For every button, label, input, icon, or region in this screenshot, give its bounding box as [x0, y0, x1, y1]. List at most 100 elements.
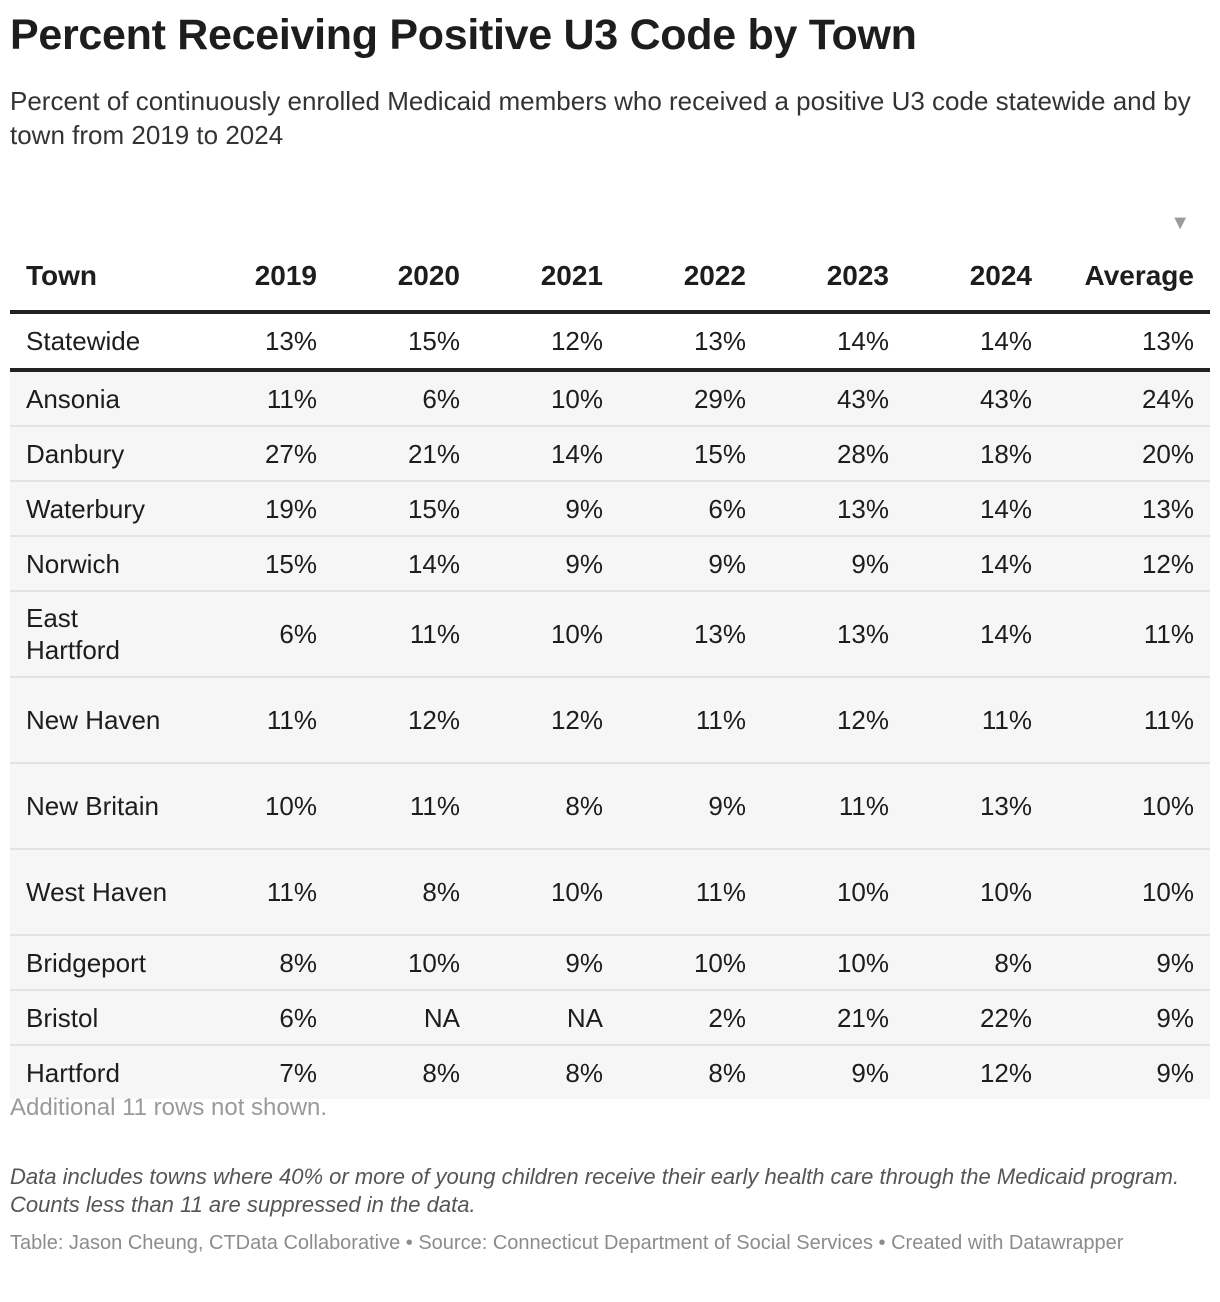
- column-header-2024[interactable]: 2024: [905, 230, 1048, 314]
- value-cell: 27%: [190, 426, 333, 482]
- value-cell: 15%: [333, 481, 476, 537]
- column-header-average[interactable]: Average: [1048, 230, 1210, 314]
- town-cell: Hartford: [10, 1045, 190, 1099]
- value-cell: 13%: [1048, 481, 1210, 537]
- value-cell: 9%: [476, 536, 619, 592]
- town-cell: Bridgeport: [10, 935, 190, 991]
- table-row: Hartford 7% 8% 8% 8% 9% 12% 9%: [10, 1045, 1210, 1099]
- header-row: Town 2019 2020 2021 2022 2023 2024 Average: [10, 230, 1210, 314]
- value-cell: 11%: [333, 763, 476, 850]
- value-cell: 10%: [619, 935, 762, 991]
- value-cell: 10%: [476, 370, 619, 427]
- value-cell: 12%: [762, 677, 905, 764]
- value-cell: 11%: [762, 763, 905, 850]
- column-header-town[interactable]: Town: [10, 230, 190, 314]
- value-cell: 10%: [1048, 849, 1210, 936]
- value-cell: 13%: [190, 312, 333, 372]
- value-cell: 6%: [619, 481, 762, 537]
- value-cell: 43%: [905, 370, 1048, 427]
- table-row: Waterbury 19% 15% 9% 6% 13% 14% 13%: [10, 481, 1210, 537]
- column-header-2023[interactable]: 2023: [762, 230, 905, 314]
- value-cell: 9%: [1048, 935, 1210, 991]
- column-header-2021[interactable]: 2021: [476, 230, 619, 314]
- town-cell: East Hartford: [10, 591, 190, 678]
- table-row: New Haven 11% 12% 12% 11% 12% 11% 11%: [10, 677, 1210, 764]
- value-cell: 13%: [1048, 312, 1210, 372]
- table-row: East Hartford 6% 11% 10% 13% 13% 14% 11%: [10, 591, 1210, 678]
- value-cell: 11%: [190, 370, 333, 427]
- byline: Table: Jason Cheung, CTData Collaborativ…: [10, 1232, 1124, 1254]
- value-cell: 11%: [333, 591, 476, 678]
- value-cell: 6%: [190, 591, 333, 678]
- value-cell: 10%: [762, 935, 905, 991]
- value-cell: 15%: [333, 312, 476, 372]
- value-cell: 9%: [1048, 990, 1210, 1046]
- value-cell: 10%: [762, 849, 905, 936]
- table-row: Ansonia 11% 6% 10% 29% 43% 43% 24%: [10, 370, 1210, 427]
- value-cell: 14%: [905, 536, 1048, 592]
- value-cell: 14%: [905, 312, 1048, 372]
- value-cell: 21%: [762, 990, 905, 1046]
- value-cell: 9%: [1048, 1045, 1210, 1099]
- town-cell: Danbury: [10, 426, 190, 482]
- column-header-2022[interactable]: 2022: [619, 230, 762, 314]
- table-row: Norwich 15% 14% 9% 9% 9% 14% 12%: [10, 536, 1210, 592]
- value-cell: 20%: [1048, 426, 1210, 482]
- value-cell: 11%: [190, 677, 333, 764]
- value-cell: 9%: [476, 481, 619, 537]
- table-row: Danbury 27% 21% 14% 15% 28% 18% 20%: [10, 426, 1210, 482]
- value-cell: 11%: [190, 849, 333, 936]
- value-cell: 9%: [476, 935, 619, 991]
- value-cell: 8%: [476, 1045, 619, 1099]
- value-cell: 11%: [619, 677, 762, 764]
- value-cell: 18%: [905, 426, 1048, 482]
- value-cell: 6%: [190, 990, 333, 1046]
- value-cell: 13%: [905, 763, 1048, 850]
- town-cell: West Haven: [10, 849, 190, 936]
- town-cell: Ansonia: [10, 370, 190, 427]
- sort-down-icon[interactable]: ▼: [1170, 212, 1190, 234]
- table-row: Bridgeport 8% 10% 9% 10% 10% 8% 9%: [10, 935, 1210, 991]
- data-table: Town 2019 2020 2021 2022 2023 2024 Average Stat…: [10, 230, 1210, 1099]
- value-cell: 10%: [1048, 763, 1210, 850]
- value-cell: 6%: [333, 370, 476, 427]
- town-cell: New Britain: [10, 763, 190, 850]
- value-cell: 13%: [762, 591, 905, 678]
- value-cell: 14%: [333, 536, 476, 592]
- value-cell: 10%: [190, 763, 333, 850]
- column-header-2019[interactable]: 2019: [190, 230, 333, 314]
- value-cell: 14%: [905, 591, 1048, 678]
- value-cell: 28%: [762, 426, 905, 482]
- value-cell: 8%: [190, 935, 333, 991]
- value-cell: 9%: [762, 536, 905, 592]
- chart-subtitle: Percent of continuously enrolled Medicai…: [10, 86, 1191, 150]
- value-cell: 8%: [619, 1045, 762, 1099]
- table-row: New Britain 10% 11% 8% 9% 11% 13% 10%: [10, 763, 1210, 850]
- value-cell: 13%: [619, 591, 762, 678]
- value-cell: 14%: [905, 481, 1048, 537]
- value-cell: 9%: [762, 1045, 905, 1099]
- value-cell: 14%: [762, 312, 905, 372]
- value-cell: 14%: [476, 426, 619, 482]
- value-cell: 24%: [1048, 370, 1210, 427]
- value-cell: 10%: [476, 849, 619, 936]
- value-cell: 8%: [905, 935, 1048, 991]
- value-cell: 11%: [905, 677, 1048, 764]
- value-cell: 12%: [476, 677, 619, 764]
- value-cell: 13%: [762, 481, 905, 537]
- table-row: West Haven 11% 8% 10% 11% 10% 10% 10%: [10, 849, 1210, 936]
- column-header-2020[interactable]: 2020: [333, 230, 476, 314]
- rows-not-shown-note: Additional 11 rows not shown.: [10, 1094, 328, 1121]
- value-cell: 7%: [190, 1045, 333, 1099]
- value-cell: 12%: [333, 677, 476, 764]
- value-cell: 10%: [905, 849, 1048, 936]
- value-cell: 8%: [333, 849, 476, 936]
- value-cell: 15%: [619, 426, 762, 482]
- town-cell: Waterbury: [10, 481, 190, 537]
- value-cell: 11%: [1048, 591, 1210, 678]
- value-cell: 9%: [619, 763, 762, 850]
- value-cell: 43%: [762, 370, 905, 427]
- value-cell: 12%: [905, 1045, 1048, 1099]
- table-row: Bristol 6% NA NA 2% 21% 22% 9%: [10, 990, 1210, 1046]
- value-cell: 29%: [619, 370, 762, 427]
